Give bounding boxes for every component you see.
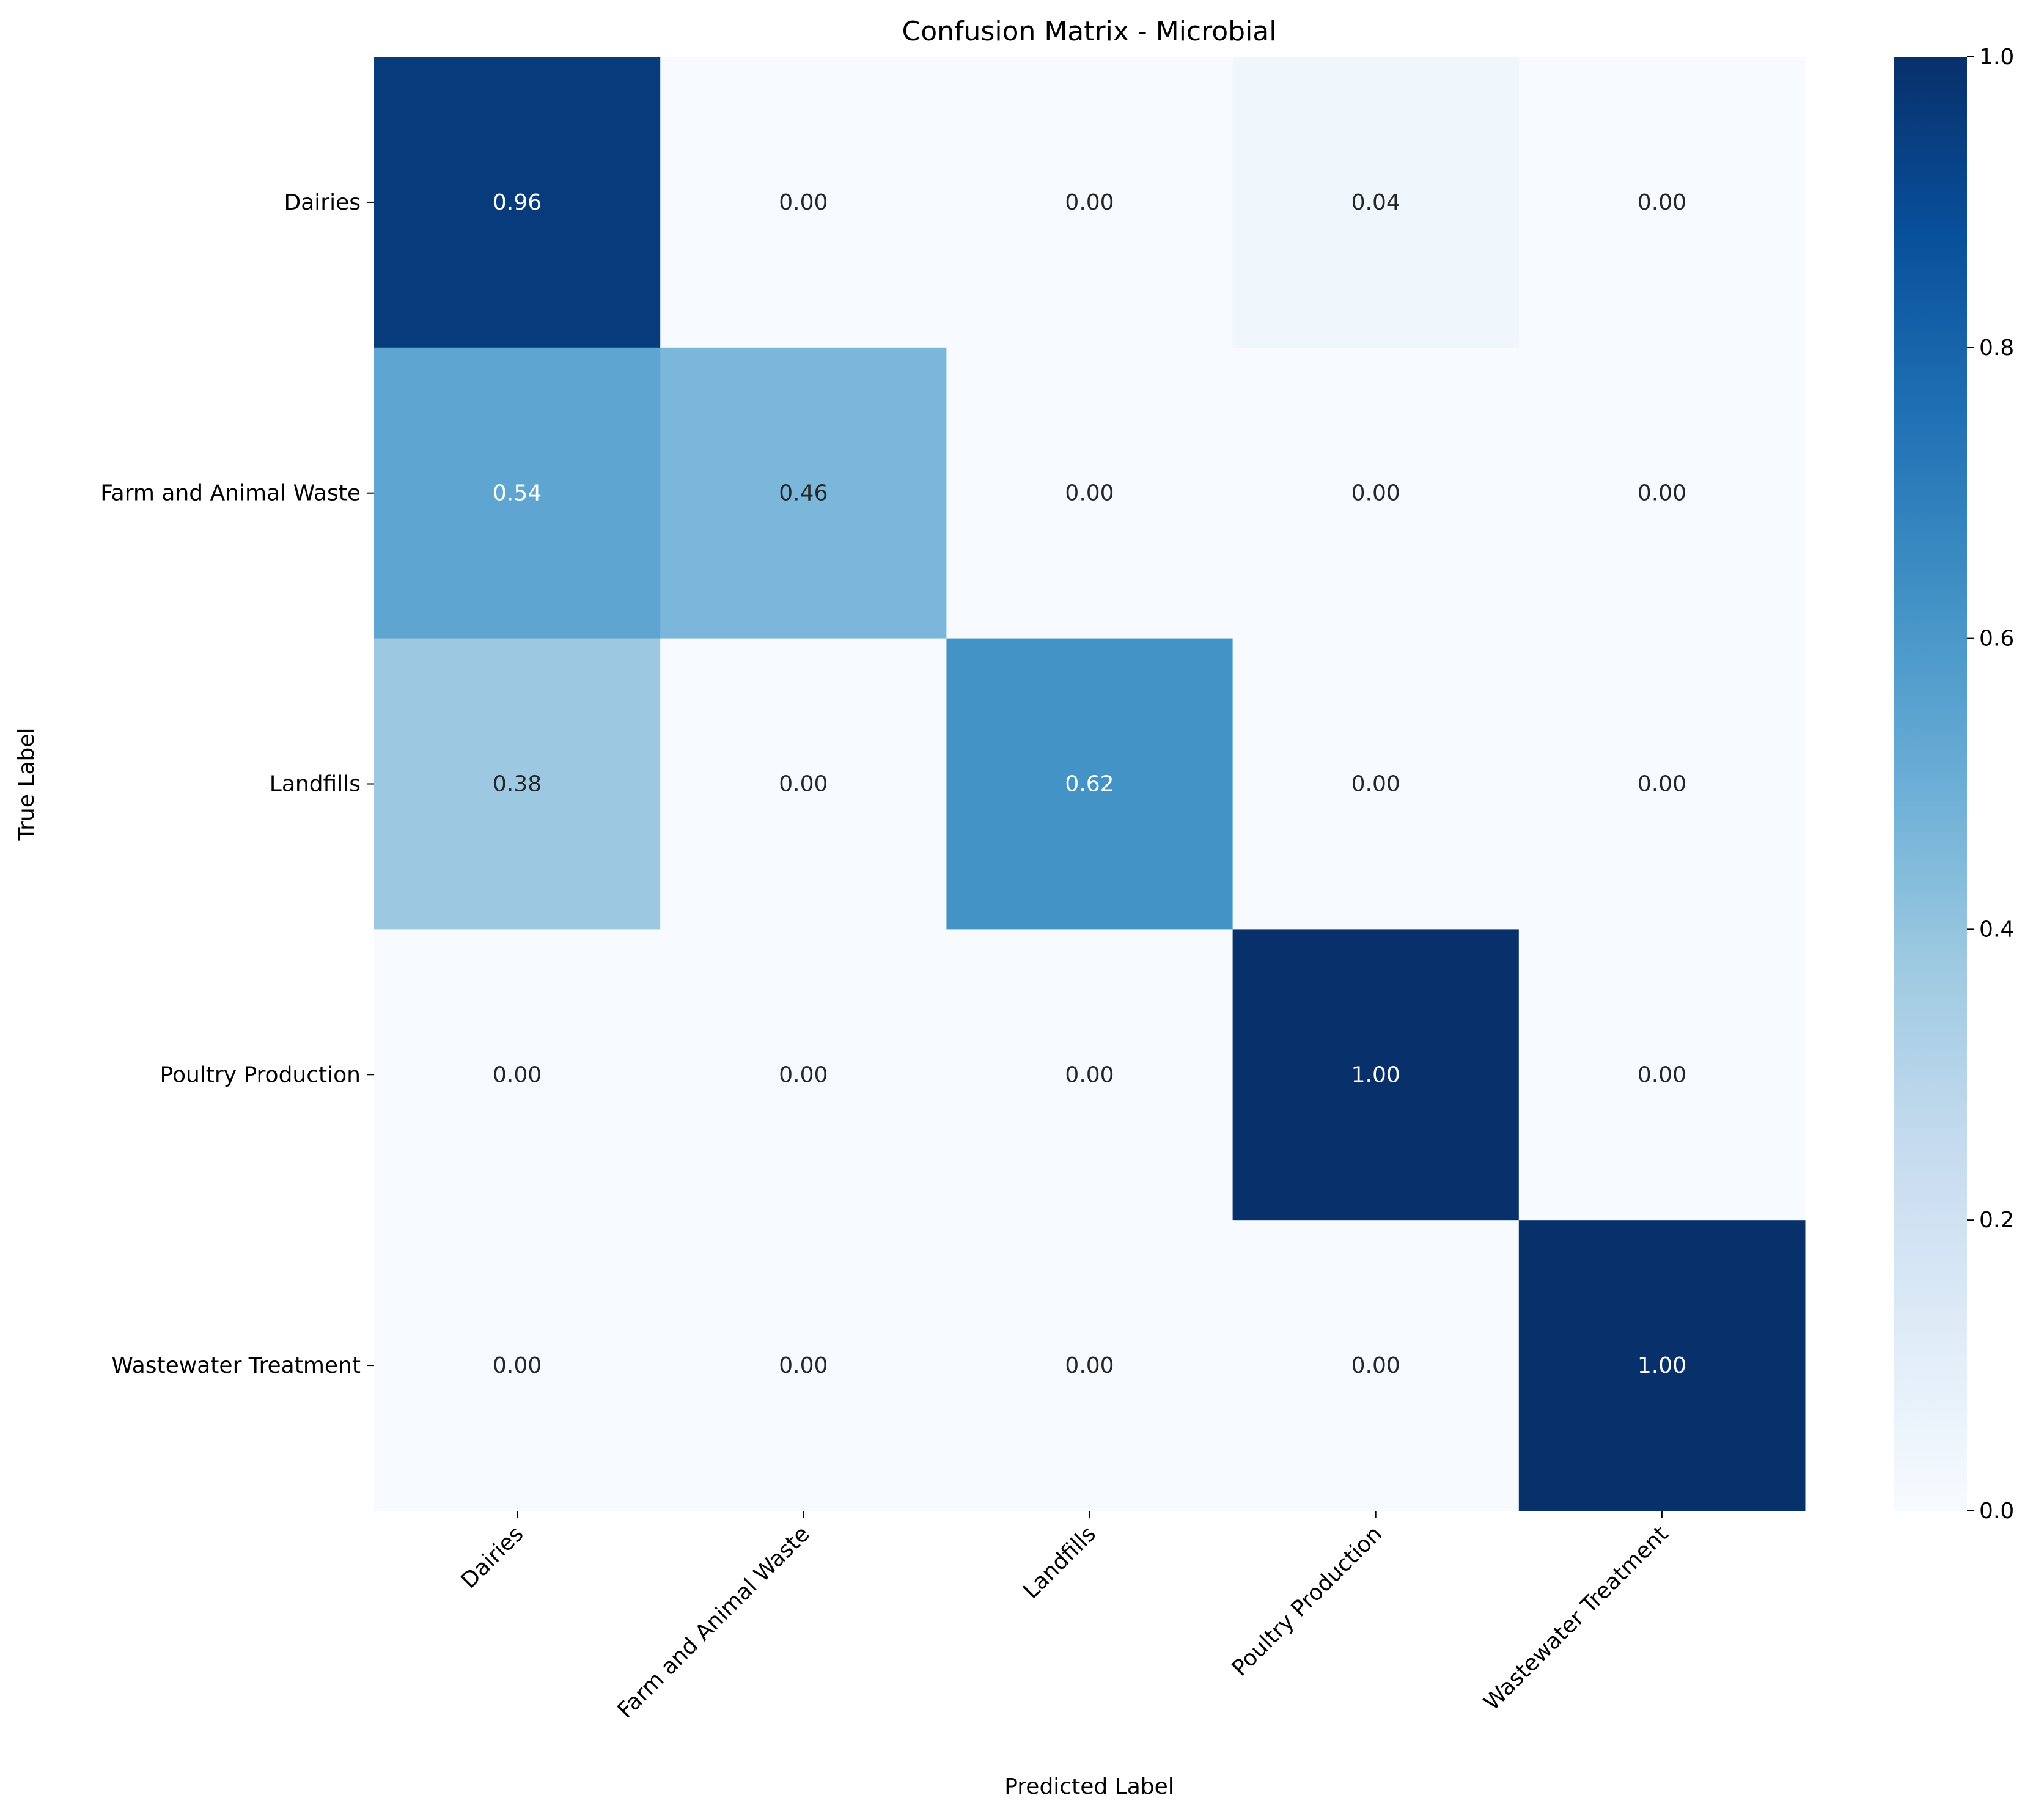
- heatmap-cell: [1518, 638, 1806, 930]
- heatmap-cell: [660, 1220, 947, 1511]
- colorbar-tick-label: 0.6: [1979, 626, 2014, 652]
- cell-value-label: 1.00: [1351, 1062, 1400, 1087]
- heatmap-cell: [374, 347, 661, 639]
- heatmap-cell: [1232, 57, 1520, 348]
- heatmap-cell: [374, 929, 661, 1221]
- cell-value-label: 0.54: [493, 481, 542, 506]
- x-tick-label: Poultry Production: [1227, 1521, 1387, 1681]
- cell-value-label: 0.38: [493, 772, 542, 797]
- cell-value-label: 0.46: [779, 481, 828, 506]
- cell-value-label: 0.00: [1638, 190, 1686, 215]
- cell-value-label: 0.00: [779, 1353, 828, 1378]
- cell-value-label: 0.00: [1351, 1353, 1400, 1378]
- cell-value-label: 0.00: [779, 190, 828, 215]
- cell-value-label: 0.00: [1351, 772, 1400, 797]
- x-tick-label: Wastewater Treatment: [1479, 1521, 1673, 1715]
- colorbar-tick-label: 0.2: [1979, 1208, 2014, 1233]
- cell-value-label: 0.00: [493, 1062, 542, 1087]
- heatmap-cell: [1518, 929, 1806, 1221]
- heatmap-cell: [1232, 1220, 1520, 1511]
- cell-value-label: 0.00: [1351, 481, 1400, 506]
- cell-value-label: 0.00: [1638, 1062, 1686, 1087]
- colorbar-tick-label: 0.8: [1979, 336, 2014, 361]
- chart-title: Confusion Matrix - Microbial: [902, 16, 1277, 47]
- heatmap-cell: [660, 929, 947, 1221]
- heatmap-cell: [946, 57, 1233, 348]
- heatmap-cell: [1518, 1220, 1806, 1511]
- cell-value-label: 0.00: [1638, 772, 1686, 797]
- heatmap-cell: [374, 1220, 661, 1511]
- colorbar-tick-label: 1.0: [1979, 45, 2014, 70]
- cell-value-label: 0.00: [1065, 1353, 1114, 1378]
- cell-value-label: 0.04: [1351, 190, 1400, 215]
- y-tick-label: Dairies: [284, 190, 361, 215]
- y-tick-labels: Dairies Farm and Animal Waste Landfills Pou…: [100, 190, 374, 1378]
- heatmap-cell: [946, 347, 1233, 639]
- colorbar-tick-label: 0.0: [1979, 1499, 2014, 1524]
- cell-value-label: 0.00: [1065, 1062, 1114, 1087]
- heatmap-cell: [660, 57, 947, 348]
- heatmap-cells: 0.96 0.00 0.00 0.04 0.00 0.54 0.46 0.00 0.00 0.00…: [374, 57, 1806, 1511]
- cell-value-label: 0.00: [493, 1353, 542, 1378]
- cell-value-label: 0.62: [1065, 772, 1114, 797]
- cell-value-label: 1.00: [1638, 1353, 1686, 1378]
- heatmap-cell: [946, 929, 1233, 1221]
- colorbar: [1894, 57, 1967, 1511]
- cell-value-label: 0.00: [1638, 481, 1686, 506]
- cell-value-label: 0.00: [1065, 190, 1114, 215]
- cell-value-label: 0.96: [493, 190, 542, 215]
- heatmap-cell: [1518, 347, 1806, 639]
- heatmap-cell: [1232, 929, 1520, 1221]
- cell-value-label: 0.00: [779, 1062, 828, 1087]
- heatmap-cell: [946, 638, 1233, 930]
- heatmap-cell: [1232, 347, 1520, 639]
- y-tick-label: Poultry Production: [160, 1062, 361, 1087]
- y-tick-label: Farm and Animal Waste: [100, 481, 361, 506]
- heatmap-cell: [660, 638, 947, 930]
- y-tick-label: Wastewater Treatment: [111, 1353, 361, 1378]
- heatmap-cell: [374, 638, 661, 930]
- x-tick-label: Dairies: [457, 1521, 529, 1593]
- y-axis-label: True Label: [14, 727, 39, 841]
- colorbar-tick-label: 0.4: [1979, 917, 2014, 942]
- x-axis-label: Predicted Label: [1004, 1774, 1174, 1799]
- x-tick-labels: Dairies Farm and Animal Waste Landfills Pou…: [457, 1511, 1673, 1723]
- colorbar-ticks: 0.0 0.2 0.4 0.6 0.8 1.0: [1967, 45, 2014, 1524]
- heatmap-cell: [660, 347, 947, 639]
- heatmap-cell: [1518, 57, 1806, 348]
- heatmap-cell: [1232, 638, 1520, 930]
- x-tick-label: Farm and Animal Waste: [613, 1521, 815, 1723]
- y-tick-label: Landfills: [270, 772, 361, 797]
- heatmap-cell: [374, 57, 661, 348]
- cell-value-label: 0.00: [779, 772, 828, 797]
- cell-value-label: 0.00: [1065, 481, 1114, 506]
- heatmap-cell: [946, 1220, 1233, 1511]
- x-tick-label: Landfills: [1018, 1521, 1101, 1604]
